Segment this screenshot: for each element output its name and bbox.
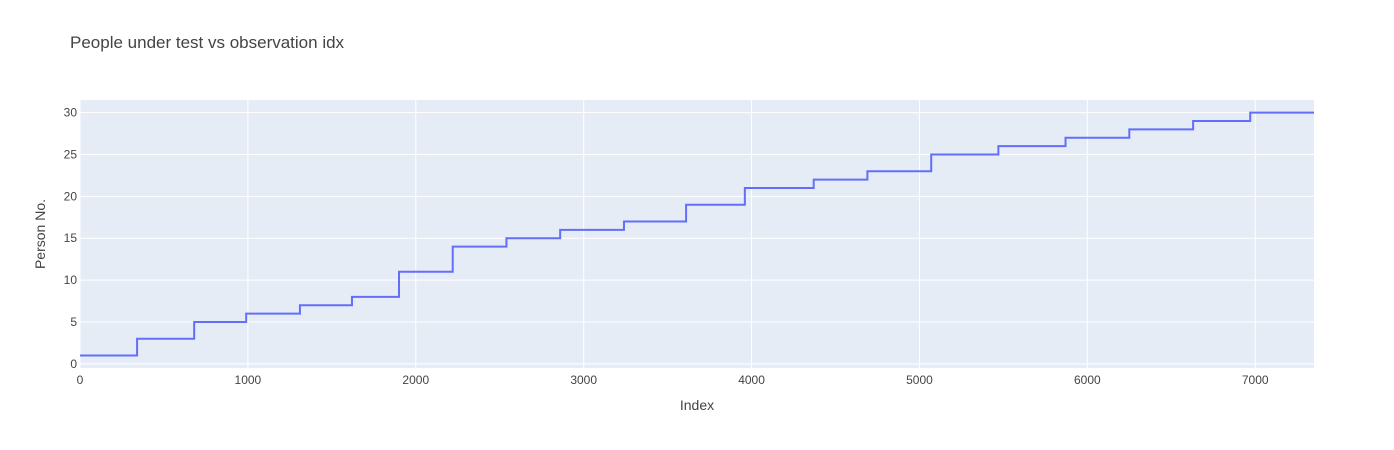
x-tick-label: 4000 [738,373,765,387]
x-tick-label: 0 [77,373,84,387]
x-tick-label: 2000 [402,373,429,387]
series-layer [80,111,1314,357]
chart-title: People under test vs observation idx [70,33,345,52]
x-tick-label: 7000 [1242,373,1269,387]
plot-area [80,100,1314,368]
y-tick-label: 20 [64,189,78,203]
y-tick-label: 15 [64,231,78,245]
x-axis-title: Index [680,397,714,413]
y-tick-label: 0 [70,357,77,371]
x-tick-label: 1000 [235,373,262,387]
y-tick-label: 30 [64,106,78,120]
x-tick-label: 5000 [906,373,933,387]
grid-lines [79,100,1314,368]
x-tick-label: 3000 [570,373,597,387]
y-tick-label: 10 [64,273,78,287]
y-axis-title: Person No. [32,199,48,269]
x-tick-label: 6000 [1074,373,1101,387]
tick-labels: 0 1000 2000 3000 4000 5000 6000 7000 0 5 10 15 20 25 3… [64,106,1269,387]
y-tick-label: 25 [64,147,78,161]
y-tick-label: 5 [70,315,77,329]
series-line [80,111,1314,357]
